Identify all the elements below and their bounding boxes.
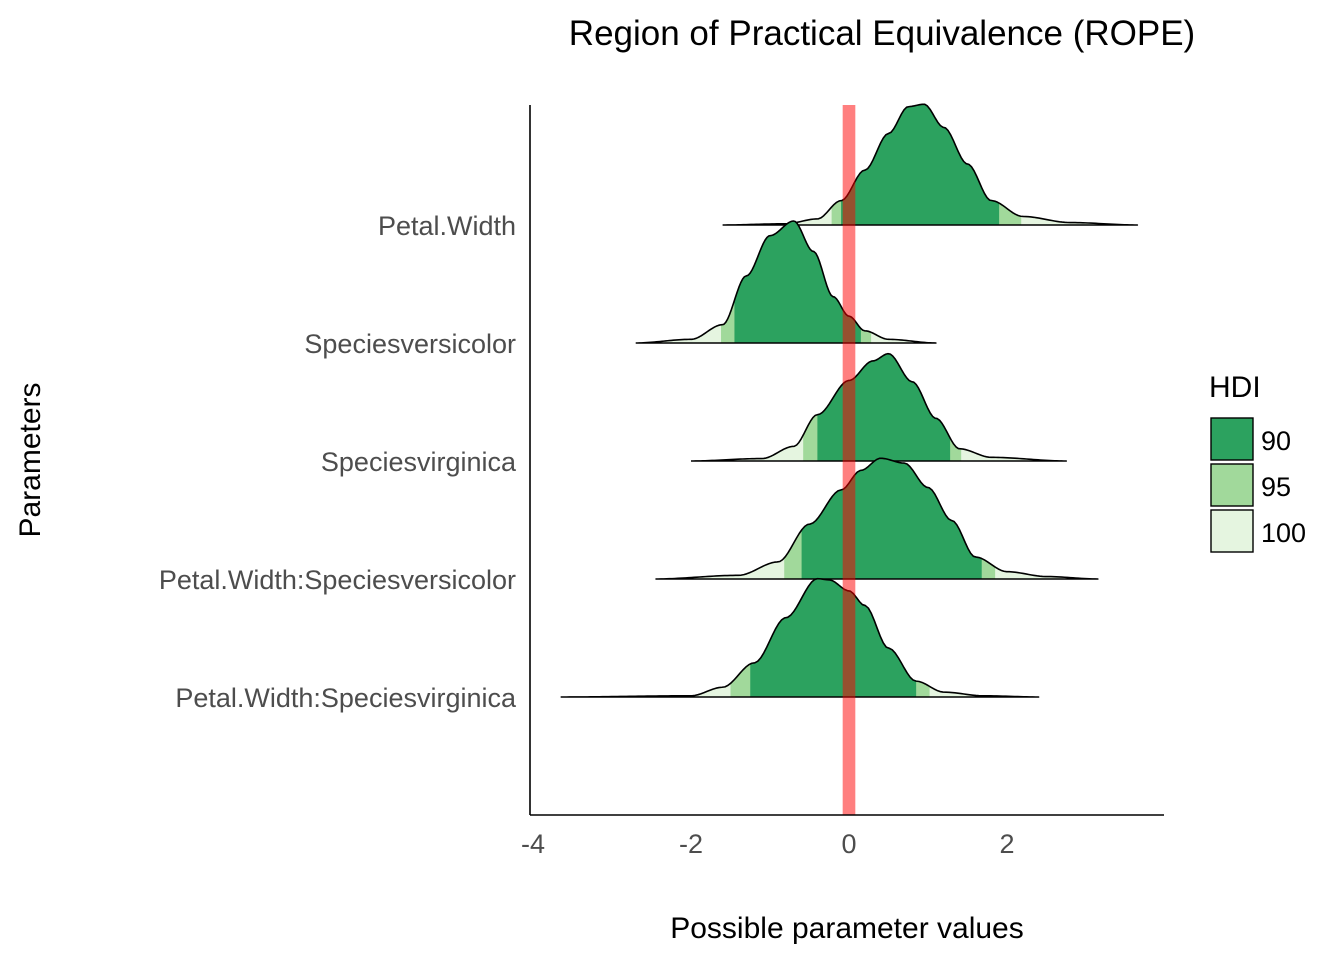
legend-label: 100: [1261, 518, 1306, 548]
hdi-90-area: [801, 458, 982, 579]
y-tick-labels: Petal.Width Speciesversicolor Speciesvirgi…: [159, 211, 517, 713]
y-tick-label: Petal.Width:Speciesversicolor: [159, 565, 516, 595]
x-tick-label: 0: [841, 829, 856, 859]
chart-title: Region of Practical Equivalence (ROPE): [569, 14, 1195, 53]
legend: HDI 90 95 100: [1209, 371, 1306, 553]
legend-label: 95: [1261, 472, 1291, 502]
hdi-90-area: [817, 353, 951, 461]
y-tick-label: Speciesversicolor: [304, 329, 516, 359]
rope-rect: [842, 105, 856, 815]
x-tick-label: -2: [679, 829, 703, 859]
axes: [529, 105, 1164, 816]
ridge-Petal.Width: [722, 103, 1139, 226]
density-outline: [690, 352, 1068, 462]
hdi-90-area: [841, 104, 1000, 225]
legend-item-100: 100: [1210, 509, 1306, 553]
legend-title: HDI: [1209, 371, 1261, 404]
x-tick-label: -4: [521, 829, 545, 859]
ridge-Petal.Width:Speciesvirginica: [560, 577, 1040, 698]
y-axis-title: Parameters: [14, 382, 47, 537]
legend-label: 90: [1261, 426, 1291, 456]
x-axis-title: Possible parameter values: [670, 912, 1024, 945]
ridge-Petal.Width:Speciesversicolor: [655, 457, 1099, 580]
density-outline: [560, 577, 1040, 698]
legend-item-90: 90: [1210, 417, 1291, 461]
x-tick-label: 2: [999, 829, 1014, 859]
y-tick-label: Petal.Width: [378, 211, 516, 241]
legend-swatch: [1210, 417, 1254, 461]
density-outline: [655, 457, 1099, 580]
legend-swatch: [1210, 509, 1254, 553]
ridge-Speciesvirginica: [690, 352, 1068, 462]
hdi-90-area: [734, 221, 861, 343]
y-tick-label: Petal.Width:Speciesvirginica: [175, 683, 517, 713]
rope-band: [842, 105, 856, 815]
legend-item-95: 95: [1210, 463, 1291, 507]
hdi-90-area: [750, 578, 917, 697]
ridge-Speciesversicolor: [635, 220, 937, 344]
legend-swatch: [1210, 463, 1254, 507]
density-outline: [635, 220, 937, 344]
x-tick-labels: -4 -2 0 2: [521, 829, 1015, 859]
y-tick-label: Speciesvirginica: [321, 447, 517, 477]
